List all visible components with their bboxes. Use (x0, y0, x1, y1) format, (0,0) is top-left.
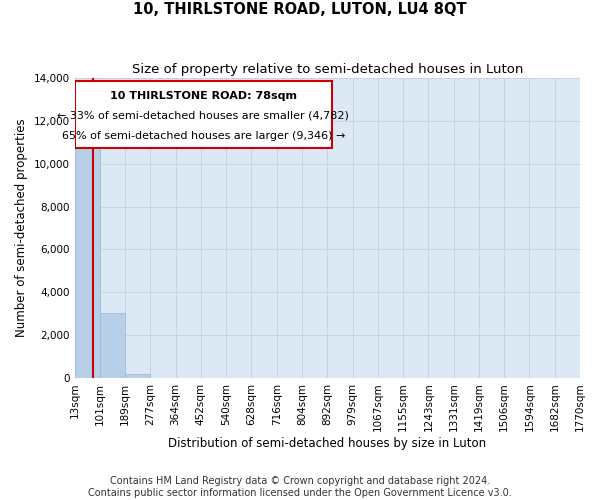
X-axis label: Distribution of semi-detached houses by size in Luton: Distribution of semi-detached houses by … (168, 437, 487, 450)
Text: 10, THIRLSTONE ROAD, LUTON, LU4 8QT: 10, THIRLSTONE ROAD, LUTON, LU4 8QT (133, 2, 467, 18)
Text: 65% of semi-detached houses are larger (9,346) →: 65% of semi-detached houses are larger (… (62, 130, 345, 140)
Bar (74, 136, 100, 378)
FancyBboxPatch shape (74, 82, 332, 148)
Bar (100, 312, 125, 378)
Bar (125, 374, 151, 378)
Text: Contains HM Land Registry data © Crown copyright and database right 2024.
Contai: Contains HM Land Registry data © Crown c… (88, 476, 512, 498)
Title: Size of property relative to semi-detached houses in Luton: Size of property relative to semi-detach… (131, 62, 523, 76)
Y-axis label: Number of semi-detached properties: Number of semi-detached properties (15, 118, 28, 338)
Text: ← 33% of semi-detached houses are smaller (4,782): ← 33% of semi-detached houses are smalle… (58, 111, 349, 121)
Text: 10 THIRLSTONE ROAD: 78sqm: 10 THIRLSTONE ROAD: 78sqm (110, 91, 297, 101)
